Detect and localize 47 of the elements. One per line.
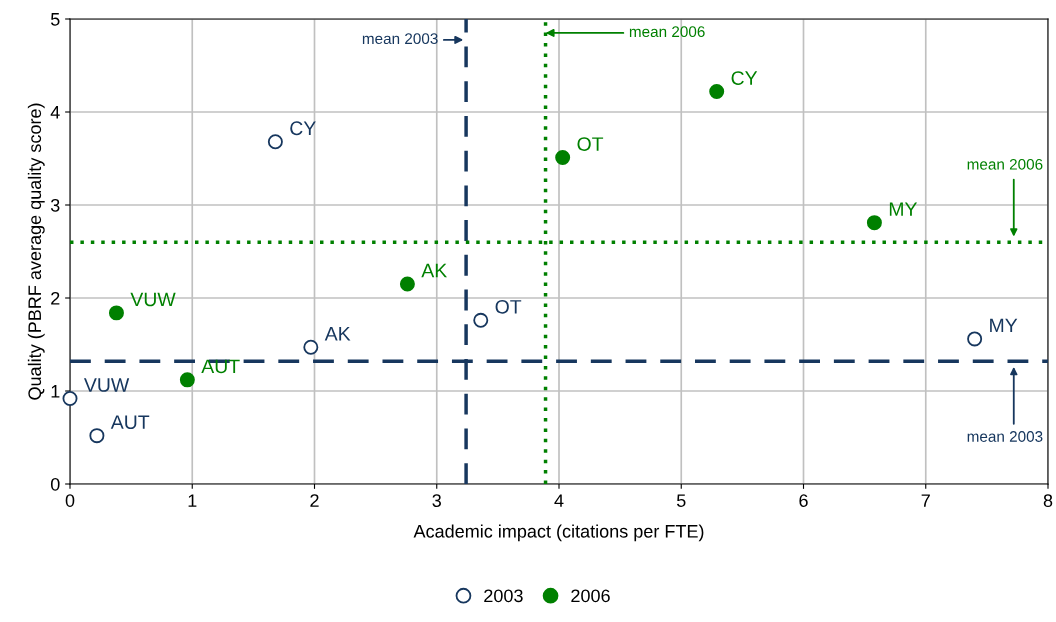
ref-line-label: mean 2003 xyxy=(362,33,438,45)
ref-line-label: mean 2006 xyxy=(629,26,705,38)
x-tick-label: 8 xyxy=(1043,494,1053,507)
data-label: VUW xyxy=(83,378,130,392)
data-label: VUW xyxy=(130,292,176,307)
x-tick-label: 3 xyxy=(432,494,441,507)
point xyxy=(179,372,195,388)
x-tick-label: 4 xyxy=(554,494,564,507)
ref-line-label: mean 2003 xyxy=(967,431,1043,442)
point xyxy=(89,428,105,444)
x-tick-label: 6 xyxy=(799,494,808,507)
data-label: AUT xyxy=(110,415,150,430)
x-axis-title: Academic impact (citations per FTE) xyxy=(413,524,704,542)
point xyxy=(303,339,319,355)
point xyxy=(399,276,415,292)
y-tick-label: 5 xyxy=(50,13,60,26)
x-tick-label: 7 xyxy=(921,494,930,507)
data-label: AK xyxy=(324,327,351,341)
legend-label: 2006 xyxy=(571,589,610,603)
y-tick-label: 1 xyxy=(51,385,60,398)
data-label: CY xyxy=(731,71,758,85)
x-tick-label: 0 xyxy=(65,494,75,507)
x-tick-label: 1 xyxy=(188,494,197,507)
y-tick-label: 4 xyxy=(50,106,60,119)
point xyxy=(866,215,882,231)
point xyxy=(108,305,124,321)
data-label: OT xyxy=(577,137,604,151)
point xyxy=(967,331,983,347)
point xyxy=(267,134,283,150)
point xyxy=(62,390,78,406)
legend-label: 2003 xyxy=(484,589,523,603)
point xyxy=(555,150,571,166)
data-label: AK xyxy=(421,263,448,278)
point xyxy=(709,84,725,100)
x-tick-label: 2 xyxy=(310,494,319,507)
y-tick-label: 0 xyxy=(50,477,60,491)
point xyxy=(473,312,489,328)
y-tick-label: 2 xyxy=(51,291,60,305)
x-tick-label: 5 xyxy=(676,494,686,507)
data-label: AUT xyxy=(201,359,240,374)
ref-line-label: mean 2006 xyxy=(967,158,1043,170)
data-label: CY xyxy=(290,121,316,136)
data-label: MY xyxy=(990,318,1018,333)
data-label: MY xyxy=(889,202,918,216)
y-tick-label: 3 xyxy=(50,198,60,212)
y-axis-title: Quality (PBRF average quality score) xyxy=(27,103,45,400)
data-label: OT xyxy=(495,299,522,314)
